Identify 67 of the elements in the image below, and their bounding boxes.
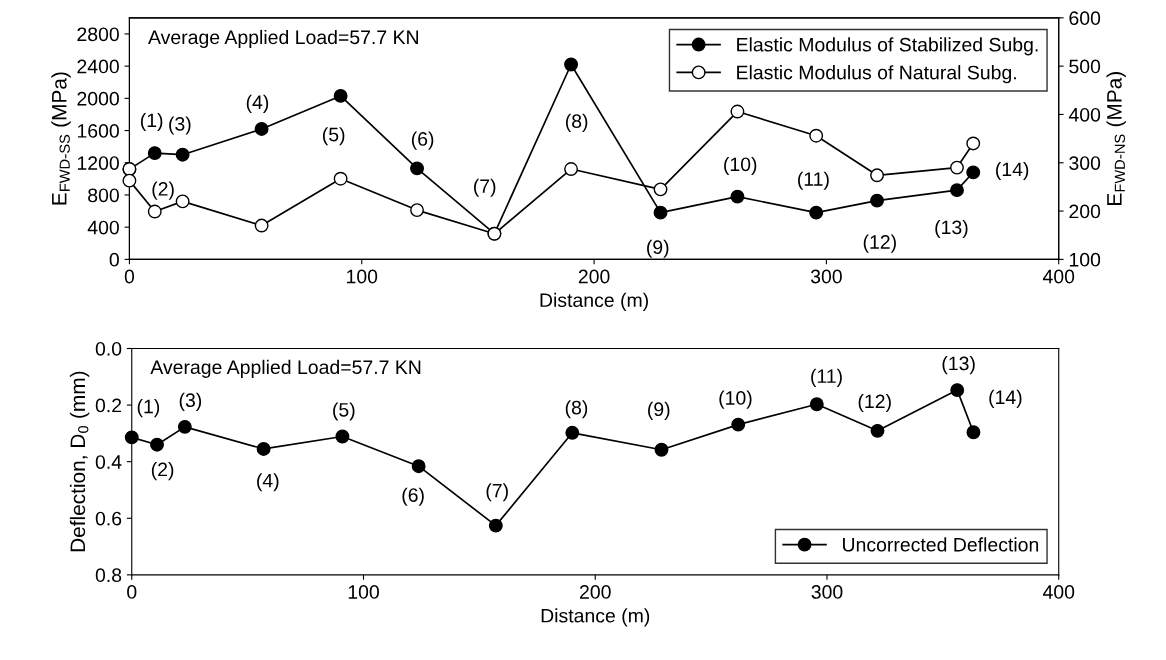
x-tick-label: 100 [347, 269, 378, 284]
y2-tick-label: 200 [1069, 204, 1101, 219]
x-tick-label: 100 [348, 585, 379, 599]
annotation: (3) [169, 116, 191, 135]
y-tick-label: 0.0 [95, 341, 122, 356]
y2-tick-label: 300 [1069, 156, 1101, 170]
x-tick-label: 0 [127, 585, 137, 599]
annotation: (9) [648, 401, 670, 420]
annotation: (6) [402, 487, 424, 506]
y-tick-label: 0.6 [95, 511, 122, 526]
y2-tick-label: 600 [1069, 11, 1101, 26]
annotation: (8) [565, 400, 588, 419]
y-tick-label: 2000 [77, 91, 119, 106]
x-tick-label: 400 [1042, 269, 1075, 284]
y-axis-title: E$_{FWD-SS}$ (MPa) [51, 72, 71, 205]
annotation: (11) [798, 171, 829, 190]
x-tick-label: 0 [124, 269, 135, 284]
annotation: (9) [647, 239, 669, 258]
y-tick-label: 1600 [77, 124, 119, 138]
annotation: (7) [486, 483, 508, 502]
annotation: (11) [811, 368, 842, 387]
legend-label: Elastic Modulus of Stabilized Subg. [737, 37, 1038, 56]
annotation: (2) [151, 462, 174, 481]
x-tick-label: 300 [811, 585, 843, 599]
annotation: Average Applied Load=57.7 KN [150, 359, 421, 378]
annotation: (6) [411, 131, 434, 150]
annotation: (2) [152, 181, 174, 200]
annotation: (10) [724, 156, 757, 176]
annotation: (13) [942, 356, 975, 375]
y2-axis-title: E$_{FWD-NS}$ (MPa) [1106, 72, 1126, 205]
annotation: (7) [474, 178, 496, 197]
annotation: (13) [935, 219, 968, 239]
y2-tick-label: 500 [1069, 59, 1101, 74]
annotation: (14) [989, 389, 1022, 408]
legend-label: Elastic Modulus of Natural Subg. [737, 65, 1016, 84]
y-tick-label: 0.2 [95, 398, 122, 413]
legend-label: Uncorrected Deflection [843, 537, 1039, 552]
annotation: (1) [140, 112, 163, 132]
y-tick-label: 800 [88, 188, 119, 203]
annotation: (12) [858, 393, 891, 413]
y-tick-label: 2800 [77, 27, 119, 42]
annotation: (5) [322, 127, 345, 146]
y2-tick-label: 100 [1069, 252, 1101, 267]
y2-tick-label: 400 [1068, 107, 1101, 122]
y-tick-label: 1200 [77, 156, 119, 170]
y-axis-title: Deflection, D$_{0}$ (mm) [69, 371, 90, 552]
x-tick-label: 400 [1042, 585, 1075, 599]
y-tick-label: 2400 [77, 59, 119, 74]
x-tick-label: 300 [810, 269, 842, 284]
annotation: (1) [137, 399, 160, 418]
y-tick-label: 400 [87, 220, 119, 235]
annotation: (12) [863, 234, 896, 253]
annotation: (3) [179, 392, 202, 411]
annotation: Average Applied Load=57.7 KN [148, 29, 418, 49]
annotation: (5) [333, 402, 355, 421]
x-tick-label: 200 [580, 585, 611, 599]
y-tick-label: 0.4 [95, 455, 122, 469]
y-tick-label: 0 [109, 252, 119, 267]
annotation: (10) [719, 390, 752, 409]
x-axis-title: Distance (m) [541, 608, 650, 627]
annotation: (4) [257, 473, 279, 492]
annotation: (14) [996, 161, 1029, 181]
x-axis-title: Distance (m) [540, 292, 648, 311]
x-tick-label: 200 [578, 269, 610, 284]
annotation: (4) [246, 94, 269, 113]
annotation: (8) [565, 113, 588, 132]
y-tick-label: 0.8 [95, 568, 122, 583]
